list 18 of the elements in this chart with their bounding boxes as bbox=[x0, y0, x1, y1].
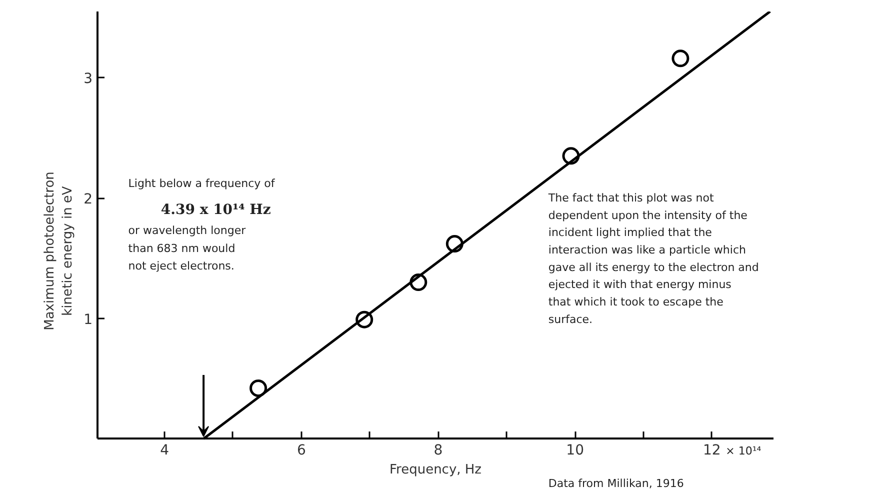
text: × 10¹⁴ bbox=[726, 444, 762, 458]
annotation: Light below a frequency of bbox=[128, 177, 276, 190]
annotation: The fact that this plot was not dependent upon the intensity of the incident light implied that the interaction was like a particle which gave all its energy to the electron and ejected it with that energy minus that which it took to escape the surface. bbox=[547, 192, 759, 326]
point bbox=[672, 50, 690, 68]
x-tick-label: 12 bbox=[703, 442, 721, 459]
y-axis-title: Maximum photoelectron kinetic energy in eV bbox=[42, 172, 76, 330]
text: Data from Millikan, 1916 bbox=[548, 476, 684, 490]
y-tick-label: 3 bbox=[84, 71, 93, 88]
x-tick-label: 10 bbox=[566, 442, 584, 459]
y-tick-label: 2 bbox=[84, 192, 93, 208]
x-tick-label: 8 bbox=[434, 442, 443, 459]
x-tick-label: 6 bbox=[296, 442, 306, 459]
annotation: or wavelength longer than 683 nm would not eject electrons. bbox=[128, 224, 246, 273]
point bbox=[250, 379, 268, 397]
y-tick-label: 1 bbox=[84, 312, 93, 328]
x-axis-title: Frequency, Hz bbox=[389, 462, 482, 478]
annotation: 4.39 x 10¹⁴ Hz bbox=[160, 202, 271, 218]
x-tick-label: 4 bbox=[160, 442, 170, 459]
